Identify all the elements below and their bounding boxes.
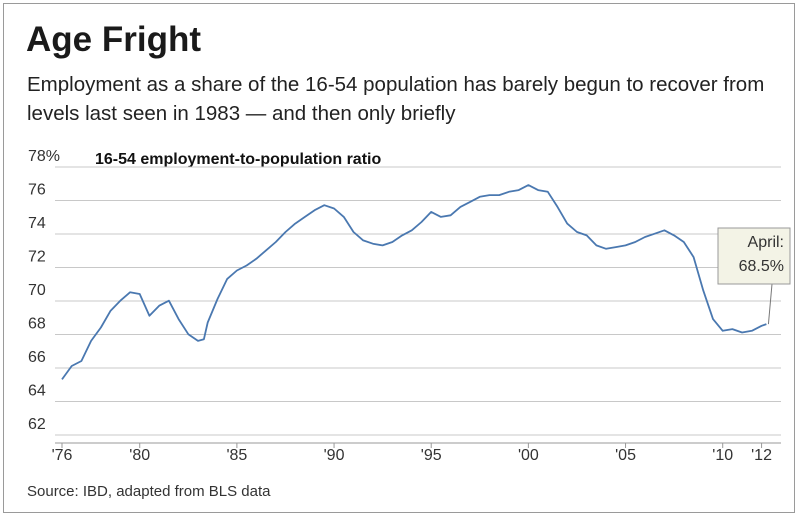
y-tick-label: 74 <box>28 215 46 232</box>
chart-subtitle: Employment as a share of the 16-54 popul… <box>27 73 765 125</box>
x-tick-label: '00 <box>518 447 539 464</box>
x-tick-label: '10 <box>712 447 733 464</box>
y-tick-label: 68 <box>28 316 46 333</box>
source-note: Source: IBD, adapted from BLS data <box>27 483 271 500</box>
x-tick-label: '12 <box>751 447 772 464</box>
y-tick-label: 72 <box>28 249 46 266</box>
y-tick-label: 70 <box>28 282 46 299</box>
annotation-text: 68.5% <box>739 258 784 275</box>
annotation-pointer <box>767 283 773 325</box>
chart-title: Age Fright <box>26 20 201 59</box>
y-tick-label: 64 <box>28 383 46 400</box>
data-line <box>61 184 767 380</box>
x-tick-label: '76 <box>52 447 73 464</box>
x-tick-label: '85 <box>226 447 247 464</box>
axis-label: 16-54 employment-to-population ratio <box>95 151 381 168</box>
y-tick-label: 66 <box>28 349 46 366</box>
x-tick-label: '05 <box>615 447 636 464</box>
y-tick-label: 78% <box>28 148 60 165</box>
y-tick-label: 62 <box>28 416 46 433</box>
x-tick-label: '80 <box>129 447 150 464</box>
y-tick-label: 76 <box>28 182 46 199</box>
x-tick-label: '95 <box>421 447 442 464</box>
annotation-box <box>717 227 791 285</box>
frame <box>3 3 795 513</box>
annotation-text: April: <box>748 234 784 251</box>
x-tick-label: '90 <box>324 447 345 464</box>
